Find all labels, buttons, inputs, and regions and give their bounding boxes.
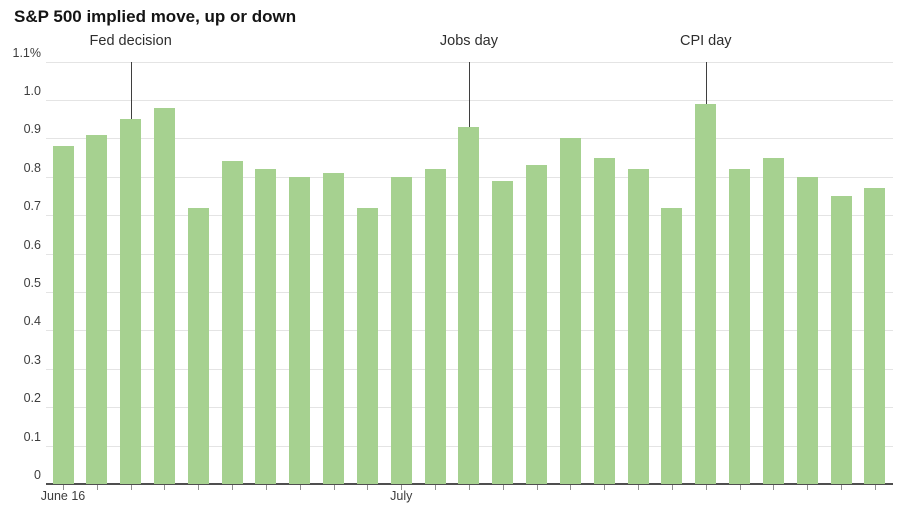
- y-axis-tick-label: 0.8: [23, 160, 41, 175]
- annotation-line: [130, 62, 132, 120]
- x-axis-tick: [198, 485, 200, 490]
- x-axis-tick: [773, 485, 775, 490]
- bar: [796, 176, 818, 484]
- x-axis-tick: [164, 485, 166, 490]
- bar: [526, 165, 548, 484]
- bar: [830, 196, 852, 484]
- y-axis-tick-label: 1.0: [23, 84, 41, 98]
- bar: [729, 169, 751, 484]
- y-axis-tick-label: 0.6: [23, 237, 41, 252]
- bar: [120, 119, 142, 484]
- bar: [52, 146, 74, 484]
- x-axis-baseline: [46, 483, 893, 485]
- bar: [627, 169, 649, 484]
- bar: [289, 176, 311, 484]
- x-axis-tick: [435, 485, 437, 490]
- x-axis-tick: [638, 485, 640, 490]
- bar: [221, 161, 243, 484]
- x-axis-tick: [96, 485, 98, 490]
- chart-title: S&P 500 implied move, up or down: [14, 7, 297, 26]
- annotation-line: [468, 62, 470, 127]
- bar: [255, 169, 277, 484]
- y-axis-tick-label: 0.3: [23, 352, 41, 367]
- y-axis-tick-label: 1.1%: [12, 45, 42, 60]
- x-axis-tick: [367, 485, 369, 490]
- x-axis-tick: [63, 485, 64, 490]
- annotation-label: CPI day: [679, 33, 732, 49]
- x-axis-tick: [299, 485, 301, 490]
- annotation-label: Fed decision: [89, 33, 172, 49]
- x-axis-tick-label: June 16: [40, 489, 86, 503]
- x-axis-tick: [841, 485, 843, 490]
- bar: [424, 169, 446, 484]
- x-axis-tick-label: July: [390, 489, 413, 503]
- x-axis-tick: [333, 485, 335, 490]
- x-axis-tick: [401, 485, 403, 490]
- bar: [661, 207, 683, 484]
- bar: [559, 138, 581, 484]
- x-axis-tick: [874, 485, 876, 490]
- y-axis-tick-label: 0.4: [23, 314, 41, 329]
- bar: [762, 157, 784, 484]
- bar: [86, 134, 108, 484]
- bar: [390, 176, 412, 484]
- x-axis-tick: [502, 485, 504, 490]
- y-axis-tick-label: 0.7: [23, 199, 41, 214]
- x-axis-tick: [671, 485, 673, 490]
- bar: [458, 126, 480, 484]
- bar: [187, 207, 209, 484]
- annotation-label: Jobs day: [439, 33, 498, 49]
- bar: [593, 157, 615, 484]
- annotation-line: [705, 62, 707, 104]
- y-axis-tick-label: 0.9: [23, 122, 41, 137]
- bar: [153, 107, 175, 484]
- x-axis-tick: [232, 485, 234, 490]
- x-axis-tick: [739, 485, 741, 490]
- bar: [492, 180, 514, 484]
- x-axis-tick: [570, 485, 572, 490]
- y-axis-tick-label: 0.1: [23, 429, 41, 444]
- bar: [356, 207, 378, 484]
- x-axis-tick: [807, 485, 809, 490]
- bar: [864, 188, 886, 484]
- x-axis-tick: [468, 485, 470, 490]
- x-axis-tick: [130, 485, 132, 490]
- bar: [695, 103, 717, 484]
- y-axis-tick-label: 0.2: [23, 391, 41, 406]
- x-axis-tick: [536, 485, 538, 490]
- x-axis-tick: [265, 485, 267, 490]
- bar: [323, 172, 345, 484]
- y-axis-tick-label: 0: [34, 468, 41, 482]
- x-axis-tick: [604, 485, 606, 490]
- y-axis-tick-label: 0.5: [23, 276, 41, 290]
- x-axis-tick: [705, 485, 707, 490]
